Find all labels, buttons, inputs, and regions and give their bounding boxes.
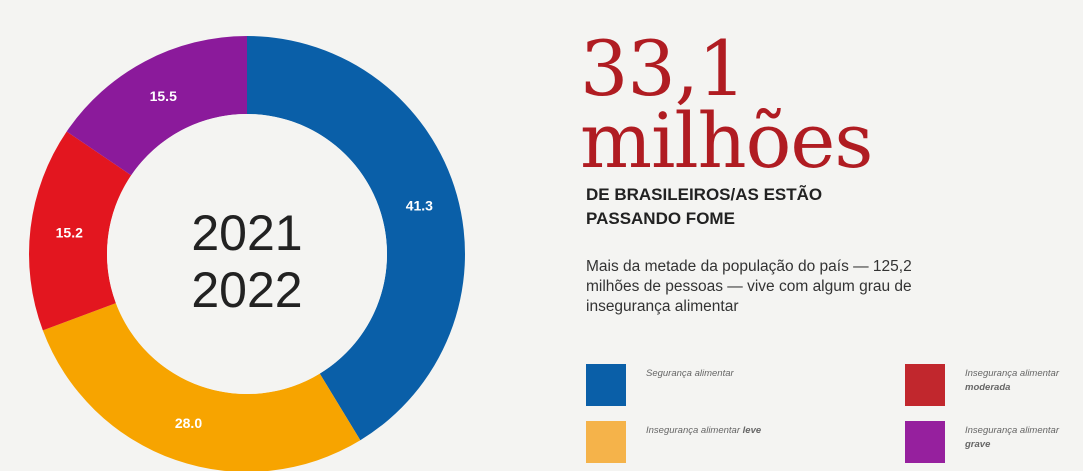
slice-label-seguranca: 41.3 [406,198,433,214]
slice-label-leve: 28.0 [175,415,202,431]
center-year-1: 2021 [191,205,302,261]
slice-grave [66,35,247,176]
center-year-2: 2022 [191,262,302,318]
description-text: Mais da metade da população do país — 12… [586,258,912,315]
donut-hole [107,114,387,394]
legend-label: Insegurança alimentar grave [965,425,1059,450]
headline-number: 33,1 [580,24,746,113]
legend-label: Insegurança alimentar moderada [965,368,1059,393]
legend-swatch [905,364,945,406]
legend-label: Insegurança alimentar leve [646,425,762,436]
slice-leve [42,303,361,471]
slice-label-grave: 15.5 [150,88,177,104]
legend-label: Segurança alimentar [646,368,734,379]
slice-label-moderada: 15.2 [56,225,83,241]
headline-unit: milhões [580,96,873,185]
legend-swatch [586,364,626,406]
subheadline: DE BRASILEIROS/AS ESTÃO PASSANDO FOME [586,185,823,228]
legend-swatch [905,421,945,463]
slice-moderada [28,131,132,331]
donut-chart: 41.3 28.0 15.2 15.5 2021 2022 [0,0,520,471]
slice-seguranca [247,36,465,441]
legend-swatch [586,421,626,463]
